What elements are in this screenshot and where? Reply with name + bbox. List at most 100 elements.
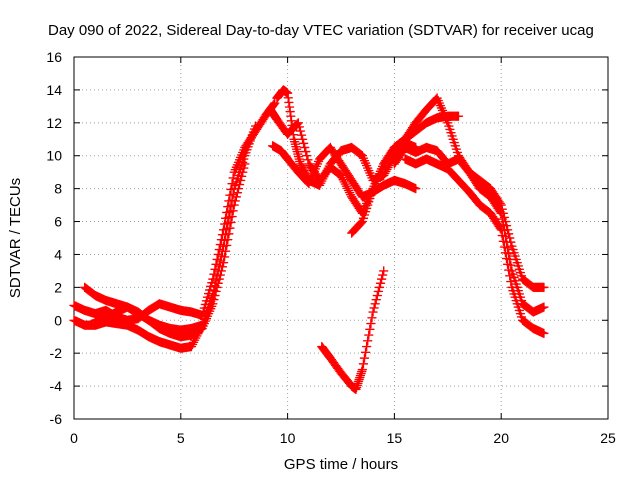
data-point (374, 282, 385, 293)
data-point (357, 364, 368, 375)
y-tick-label: -4 (50, 378, 63, 394)
data-point (365, 324, 375, 335)
data-point (495, 223, 505, 233)
data-point (217, 262, 228, 272)
x-tick-label: 0 (70, 430, 78, 446)
data-point (216, 266, 227, 276)
data-point (299, 142, 310, 153)
data-point (238, 167, 248, 177)
y-tick-label: 0 (54, 312, 62, 328)
data-point (223, 234, 233, 245)
y-tick-labels: -6 -4 -2 0 2 4 6 8 10 12 14 16 (46, 49, 62, 427)
data-point (270, 98, 280, 108)
data-point (500, 248, 511, 258)
data-point (213, 278, 223, 288)
data-point (197, 320, 207, 330)
data-point (539, 282, 549, 293)
data-series-track-1 (69, 98, 280, 325)
data-point (377, 270, 388, 280)
data-series-track-4 (90, 302, 207, 335)
data-point (203, 288, 214, 299)
data-point (358, 359, 369, 369)
data-point (368, 307, 378, 317)
data-point (376, 274, 387, 284)
data-point (269, 99, 279, 109)
y-tick-label: 6 (54, 214, 62, 230)
data-point (499, 242, 510, 252)
data-point (372, 290, 383, 301)
data-point (453, 111, 464, 121)
data-point (297, 134, 308, 144)
y-tick-label: -6 (50, 411, 63, 427)
data-point (506, 276, 516, 287)
data-point (366, 318, 376, 329)
data-point (211, 286, 221, 297)
x-tick-label: 15 (387, 430, 403, 446)
data-point (222, 240, 232, 251)
x-tick-label: 5 (177, 430, 185, 446)
data-point (539, 302, 549, 312)
data-point (370, 299, 380, 309)
data-point (210, 290, 220, 301)
data-point (364, 330, 374, 340)
data-point (503, 265, 514, 275)
data-point (375, 278, 386, 288)
data-point (235, 175, 246, 186)
data-point (303, 155, 313, 165)
data-point (298, 138, 309, 149)
data-point (220, 246, 231, 256)
data-point (497, 230, 507, 241)
data-series-track-8 (346, 93, 549, 293)
data-point (411, 183, 421, 194)
data-point (240, 159, 250, 169)
x-tick-label: 25 (600, 430, 616, 446)
y-tick-label: 12 (46, 115, 62, 131)
data-point (209, 295, 219, 305)
data-point (367, 313, 377, 323)
data-point (363, 336, 373, 346)
data-point (373, 286, 384, 297)
data-point (236, 171, 247, 181)
data-point (215, 270, 226, 280)
chart-title: Day 090 of 2022, Sidereal Day-to-day VTE… (48, 22, 594, 39)
data-point (302, 151, 312, 161)
x-tick-label: 20 (493, 430, 509, 446)
y-tick-label: 10 (46, 148, 62, 164)
data-point (250, 121, 261, 131)
data-point (228, 206, 238, 216)
data-point (218, 257, 229, 268)
data-series-track-11 (317, 266, 389, 395)
data-point (227, 211, 237, 222)
data-point (498, 236, 509, 246)
data-point (359, 353, 370, 363)
data-point (231, 192, 242, 202)
data-point (224, 229, 234, 239)
x-tick-label: 10 (280, 430, 296, 446)
y-tick-label: -2 (50, 345, 63, 361)
y-tick-label: 2 (54, 279, 62, 295)
data-point (360, 347, 371, 358)
data-point (361, 341, 372, 352)
data-point (295, 126, 306, 136)
data-point (296, 130, 307, 140)
y-tick-label: 4 (54, 246, 62, 262)
data-point (496, 208, 506, 219)
data-point (239, 163, 249, 173)
data-point (505, 271, 515, 281)
data-point (301, 146, 311, 157)
data-point (229, 200, 239, 210)
data-marks (69, 85, 549, 395)
grid (74, 57, 608, 419)
y-tick-label: 14 (46, 82, 62, 98)
data-point (502, 259, 513, 270)
x-axis-title: GPS time / hours (284, 456, 398, 473)
axis-ticks (73, 56, 609, 420)
y-tick-label: 16 (46, 49, 62, 65)
data-point (212, 282, 222, 293)
data-point (496, 225, 506, 235)
data-point (214, 274, 224, 284)
data-point (539, 328, 549, 339)
data-point (232, 188, 243, 198)
data-point (230, 196, 240, 206)
data-point (293, 118, 303, 128)
